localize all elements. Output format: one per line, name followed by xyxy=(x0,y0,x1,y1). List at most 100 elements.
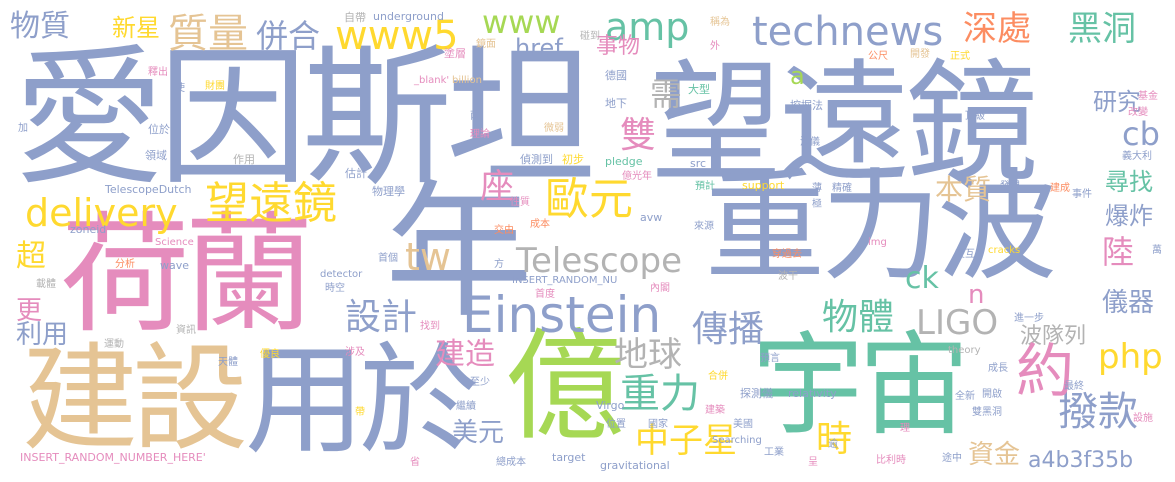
word-zoneid: zoneid xyxy=(70,223,107,236)
word-shijian: 事件 xyxy=(1072,189,1092,200)
word-wuzhi: 物質 xyxy=(10,9,70,44)
word-wan: 萬 xyxy=(1152,245,1162,256)
word-avw: avw xyxy=(640,211,663,224)
word-zhonglibo: 重力波 xyxy=(705,158,1057,297)
word-n: n xyxy=(968,280,985,310)
word-yi: 億 xyxy=(505,318,625,457)
word-faxian: 發現 xyxy=(1000,181,1020,192)
word-dai: 帶 xyxy=(355,407,365,418)
word-chengben: 成本 xyxy=(530,219,550,230)
word-chengwei: 稱為 xyxy=(710,17,730,28)
word-shi: 時 xyxy=(816,419,853,460)
word-jianshe: 建設 xyxy=(22,332,248,467)
word-zhengshi: 正式 xyxy=(950,51,970,62)
word-youliang: 優良 xyxy=(260,349,280,360)
word-yiguangnian: 億光年 xyxy=(622,171,652,182)
word-yuzhou: 宇宙 xyxy=(752,321,970,451)
word-cb: cb xyxy=(1122,115,1160,153)
word-tanceyi: 探測儀 xyxy=(740,387,773,400)
word-lingyu: 領域 xyxy=(145,149,167,162)
word-jiaoyou: 交由 xyxy=(494,225,514,236)
word-zongchengben: 總成本 xyxy=(496,457,526,468)
word-zhaodao: 找到 xyxy=(420,321,440,332)
word-fang: 方 xyxy=(494,259,504,270)
word-shi-small: 使 xyxy=(175,83,185,94)
word-weiyu: 位於 xyxy=(148,123,170,136)
word-shoudu: 首度 xyxy=(535,289,555,300)
word-guji: 估計 xyxy=(345,167,367,180)
word-chuanguoqu: 穿過去 xyxy=(772,249,802,260)
word-hebing: 合併 xyxy=(708,371,728,382)
word-amp: amp xyxy=(605,5,690,49)
word-zidai: 自帶 xyxy=(344,11,366,24)
word-bilishi: 比利時 xyxy=(876,455,906,466)
word-yuji: 預計 xyxy=(695,181,715,192)
word-ck: ck xyxy=(905,261,939,296)
word-sheyi: 涉儀 xyxy=(800,137,820,148)
word-meiguo: 美國 xyxy=(733,419,753,430)
word-tuceng: 塗層 xyxy=(444,47,466,60)
word-tuzhong: 途中 xyxy=(942,453,962,464)
word-bo: 薄 xyxy=(812,183,822,194)
word-telescope: Telescope xyxy=(516,241,682,281)
word-theory: theory xyxy=(948,345,981,356)
word-jinyibu: 進一步 xyxy=(1014,313,1044,324)
word-zijin: 資金 xyxy=(968,440,1021,470)
word-tianti: 天體 xyxy=(218,357,238,368)
word-ji: 極 xyxy=(812,199,822,210)
word-wave: wave xyxy=(160,259,190,272)
word-bogan: 波干 xyxy=(778,271,798,282)
word-zuo: 座 xyxy=(480,167,514,207)
word-boduilie: 波隊列 xyxy=(1020,324,1087,349)
word-jingmian: 鏡面 xyxy=(476,39,496,50)
word-dingji: 頂級 xyxy=(965,111,985,122)
word-xunzhao: 尋找 xyxy=(1105,168,1153,196)
word-sheji-small: 涉及 xyxy=(345,347,365,358)
word-xinxing: 新星 xyxy=(112,14,160,42)
word-chao: 超 xyxy=(16,239,46,274)
word-pledge: pledge xyxy=(605,155,643,168)
word-wangyuanjing-yellow: 望遠鏡 xyxy=(205,178,337,229)
word-telescopedutch: TelescopeDutch xyxy=(105,183,192,196)
word-einstein: Einstein xyxy=(462,286,662,344)
word-shiwu: 事物 xyxy=(596,34,641,59)
word-kaifa: 開發 xyxy=(910,49,930,60)
word-meiyuan: 美元 xyxy=(452,418,505,448)
word-chengzhang: 成長 xyxy=(988,363,1008,374)
word-zixun: 資訊 xyxy=(176,325,196,336)
word-zuizhong: 最終 xyxy=(1064,381,1084,392)
word-yundong: 運動 xyxy=(104,339,124,350)
word-jijin: 基金 xyxy=(1138,91,1158,102)
word-a4b3f35b: a4b3f35b xyxy=(1028,448,1134,473)
word-delivery: delivery xyxy=(25,191,178,235)
word-quanxin: 全新 xyxy=(955,391,975,402)
word-cracks: cracks xyxy=(988,245,1021,256)
word-yidali: 義大利 xyxy=(1122,151,1152,162)
word-zhiliang: 質量 xyxy=(168,11,248,57)
word-gaibian: 改變 xyxy=(1128,107,1148,118)
word-wajuefa: 挖掘法 xyxy=(790,99,823,112)
word-liyong: 利用 xyxy=(16,320,69,350)
word-img: img xyxy=(868,237,887,248)
word-yue: 約 xyxy=(1016,337,1075,405)
word-weiruo: 微弱 xyxy=(544,123,564,134)
word-zhongzixing: 中子星 xyxy=(635,421,737,461)
word-benzhi: 本質 xyxy=(935,173,992,206)
word-dixia: 地下 xyxy=(605,97,627,110)
word-jiancedao: 偵測到 xyxy=(520,153,553,166)
word-binghe: 併合 xyxy=(256,17,321,55)
word-jingque: 精確 xyxy=(832,183,852,194)
word-zhongli: 重力 xyxy=(620,371,700,417)
word-xu: 需 xyxy=(650,75,683,113)
word-detector: detector xyxy=(320,269,363,280)
word-helan: 荷蘭 xyxy=(60,199,314,351)
word-cheng: 呈 xyxy=(808,457,818,468)
word-www5: www5 xyxy=(335,13,459,59)
word-href: href xyxy=(515,34,563,62)
word-gravitational: gravitational xyxy=(600,459,670,472)
word-xingzhi: 性質 xyxy=(510,197,530,208)
word-wuti: 物體 xyxy=(822,297,895,338)
word-diqiu: 地球 xyxy=(614,335,682,375)
word-ouyuan: 歐元 xyxy=(545,174,633,225)
word-jiancheng: 建成 xyxy=(1050,183,1070,194)
